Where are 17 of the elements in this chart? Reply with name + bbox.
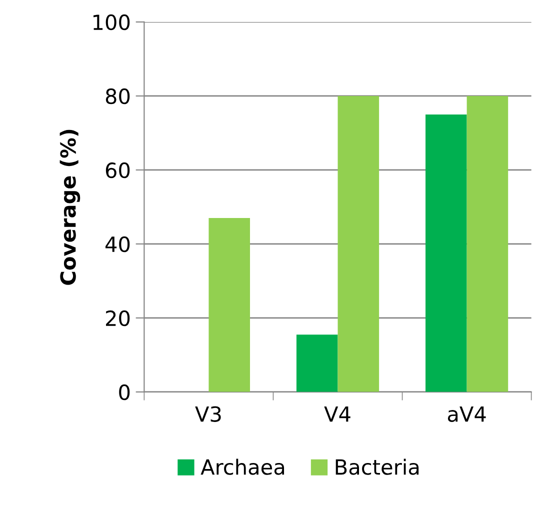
y-tick-label: 40 (105, 236, 130, 252)
bar (426, 114, 467, 392)
legend-label: Archaea (200, 458, 284, 475)
y-tick-label: 0 (119, 384, 130, 400)
bar (208, 218, 250, 392)
y-tick-label: 20 (106, 310, 130, 326)
y-tick-label: 80 (106, 88, 130, 104)
y-tick-label: 100 (94, 14, 130, 30)
x-tick-label: V3 (195, 406, 221, 422)
bar (338, 96, 380, 392)
bar (296, 334, 338, 392)
x-tick-label: aV4 (448, 406, 486, 422)
y-axis-title: Coverage (%) (60, 130, 80, 285)
bar (466, 96, 508, 392)
legend-label: Bacteria (336, 458, 419, 475)
x-tick-label: V4 (324, 406, 350, 422)
y-tick-label: 60 (106, 162, 130, 178)
